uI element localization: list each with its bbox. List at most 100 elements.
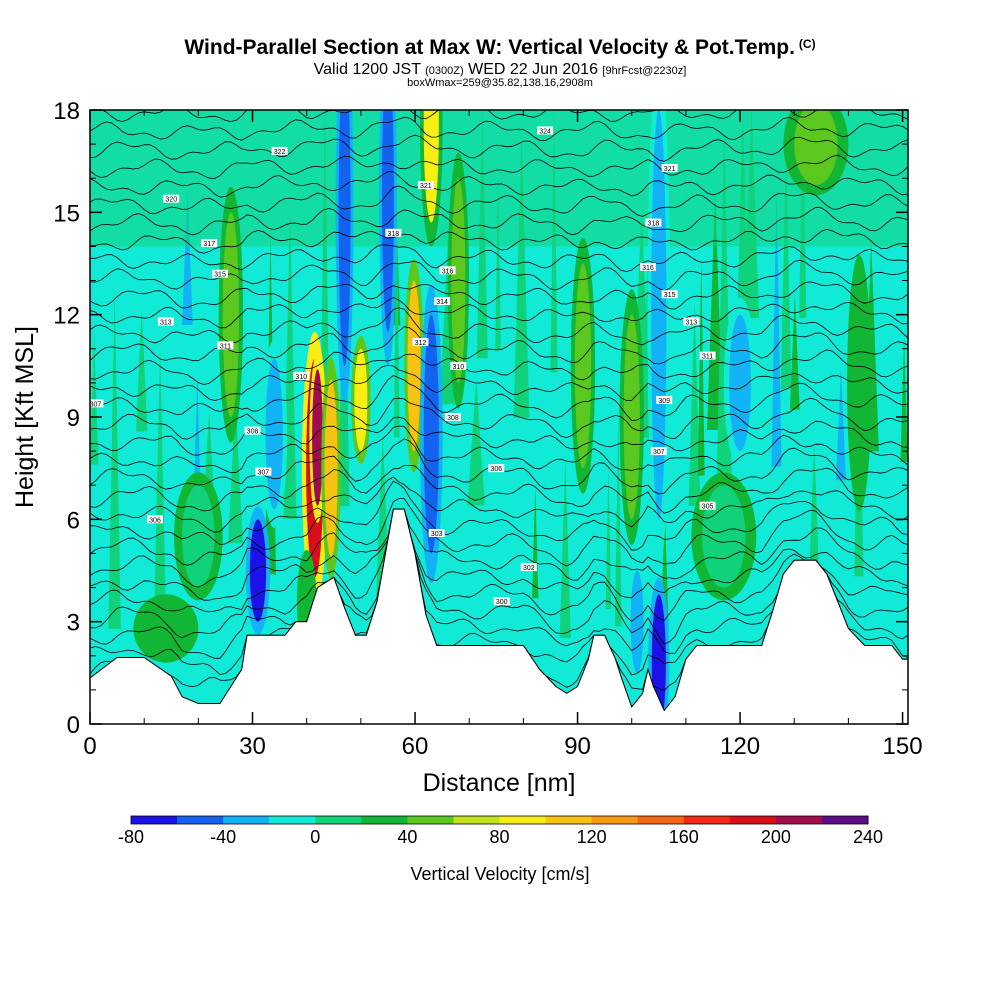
isentrope-label-text: 308 xyxy=(247,429,259,436)
velocity-feature xyxy=(312,369,323,506)
isentrope-label-text: 320 xyxy=(165,197,177,204)
isentrope-label-text: 318 xyxy=(388,231,400,238)
colorbar-tick-label: 0 xyxy=(310,827,320,847)
colorbar-segment xyxy=(545,816,593,824)
isentrope-line xyxy=(90,508,908,659)
colorbar-segment xyxy=(821,816,869,824)
forecast-info: [9hrFcst@2230z] xyxy=(602,65,687,77)
isentrope-line xyxy=(90,508,908,645)
velocity-band xyxy=(495,175,501,351)
isentrope-label-text: 324 xyxy=(539,128,551,135)
isentrope-line xyxy=(90,228,908,254)
isentrope-label-text: 314 xyxy=(436,299,448,306)
velocity-feature xyxy=(651,110,667,520)
isentrope-label-text: 302 xyxy=(523,565,535,572)
isentrope-label-text: 300 xyxy=(496,599,508,606)
x-tick-label: 30 xyxy=(239,733,266,760)
colorbar-label: Vertical Velocity [cm/s] xyxy=(410,864,589,884)
isentrope-line xyxy=(90,480,908,551)
isentrope-label: 302 xyxy=(520,563,537,572)
isentrope-label: 321 xyxy=(661,163,678,173)
velocity-feature xyxy=(407,280,421,452)
isentrope-label: 311 xyxy=(217,341,234,350)
colorbar-tick-label: -80 xyxy=(118,827,144,847)
isentrope-line xyxy=(90,508,908,601)
velocity-feature xyxy=(729,314,751,452)
axes: 0 30 60 90 120 150 0 3 6 9 12 15 18 xyxy=(53,98,922,760)
colorbar-segment xyxy=(729,816,777,824)
velocity-band xyxy=(780,149,792,389)
colorbar-frame xyxy=(130,815,869,825)
velocity-feature xyxy=(144,601,188,656)
isentrope-label-text: 321 xyxy=(664,166,676,173)
x-tick-label: 90 xyxy=(564,733,591,760)
colorbar-segment xyxy=(453,816,500,824)
isentrope-label-text: 315 xyxy=(214,272,226,279)
x-tick-label: 0 xyxy=(83,733,96,760)
isentrope-labels: 307 306 313 320 317 315 311 308 307 322 310 318 312 3… xyxy=(90,126,716,606)
colorbar-tick-label: 160 xyxy=(669,827,699,847)
colorbar-segment xyxy=(591,816,639,824)
isentrope-label-text: 313 xyxy=(685,319,697,326)
isentrope-label: 311 xyxy=(699,351,716,361)
isentrope-label: 313 xyxy=(157,317,174,326)
chart-title-text: Wind-Parallel Section at Max W: Vertical… xyxy=(184,36,795,59)
chart-title: Wind-Parallel Section at Max W: Vertical… xyxy=(0,36,1000,60)
velocity-feature xyxy=(630,570,644,673)
y-tick-label: 9 xyxy=(67,405,80,432)
isentrope-line xyxy=(90,244,908,273)
y-tick-label: 3 xyxy=(67,610,80,637)
isentrope-line xyxy=(90,206,908,236)
isentrope-label-text: 310 xyxy=(295,374,307,381)
x-tick-label: 150 xyxy=(883,733,923,760)
isentrope-label-text: 322 xyxy=(274,149,286,156)
colorbar-segment xyxy=(361,816,408,824)
isentrope-line xyxy=(90,498,908,567)
isentrope-line xyxy=(90,134,908,162)
isentrope-label: 305 xyxy=(699,501,716,511)
isentrope-line xyxy=(90,375,908,421)
colorbar-tick-label: -40 xyxy=(210,827,236,847)
velocity-feature xyxy=(851,280,868,486)
isentrope-label: 300 xyxy=(493,597,510,606)
isentrope-label: 314 xyxy=(434,297,451,306)
isentrope-line xyxy=(90,110,908,123)
isentrope-label: 306 xyxy=(488,464,505,473)
colorbar-tick-label: 240 xyxy=(853,827,883,847)
colorbar-tick-label: 120 xyxy=(577,827,607,847)
colorbar-segment xyxy=(223,816,270,824)
velocity-feature xyxy=(423,314,439,554)
isentrope-label-text: 306 xyxy=(490,466,502,473)
velocity-band xyxy=(393,183,400,438)
isentrope-line xyxy=(90,349,908,385)
isentrope-label: 315 xyxy=(661,290,678,299)
isentrope-line xyxy=(90,476,908,533)
velocity-band xyxy=(90,330,99,465)
velocity-band xyxy=(835,368,847,481)
velocity-feature xyxy=(623,314,640,520)
isentrope-line xyxy=(90,297,908,329)
velocity-band xyxy=(513,135,530,418)
velocity-band xyxy=(559,459,571,639)
isentrope-line xyxy=(90,154,908,179)
isentrope-label-text: 311 xyxy=(702,354,713,361)
velocity-band xyxy=(614,413,622,627)
colorbar-segment xyxy=(637,816,685,824)
isentrope-label: 306 xyxy=(147,515,164,524)
velocity-band xyxy=(228,398,243,544)
colorbar-segment xyxy=(315,816,362,824)
velocity-band xyxy=(771,186,782,467)
colorbar-segment xyxy=(177,816,224,824)
velocity-band xyxy=(808,441,821,599)
colorbar-segment xyxy=(775,816,823,824)
colorbar-segment xyxy=(269,816,316,824)
isentrope-label-text: 316 xyxy=(442,268,454,275)
isentrope-label-text: 308 xyxy=(447,415,459,422)
isentrope-line xyxy=(90,185,908,217)
isentrope-label: 313 xyxy=(683,317,700,326)
x-tick-label: 120 xyxy=(720,733,760,760)
isentrope-label: 324 xyxy=(537,126,554,135)
valid-prefix: Valid 1200 JST xyxy=(313,61,421,78)
velocity-band xyxy=(182,189,193,325)
